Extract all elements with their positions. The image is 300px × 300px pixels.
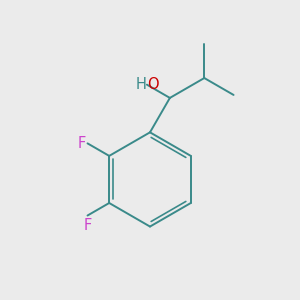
Text: F: F: [83, 218, 92, 233]
Text: F: F: [78, 136, 86, 151]
Text: H: H: [136, 77, 147, 92]
Text: O: O: [147, 77, 159, 92]
